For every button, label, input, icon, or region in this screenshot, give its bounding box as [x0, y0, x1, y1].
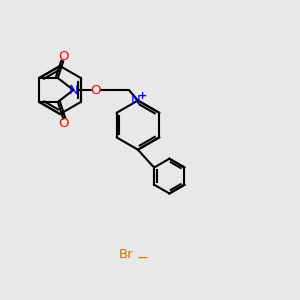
Text: O: O: [91, 83, 101, 97]
Text: O: O: [58, 117, 68, 130]
Text: Br: Br: [119, 248, 133, 262]
Text: +: +: [138, 91, 147, 101]
Text: −: −: [137, 250, 148, 264]
Text: O: O: [58, 50, 68, 63]
Text: N: N: [68, 83, 78, 97]
Text: N: N: [130, 94, 140, 107]
